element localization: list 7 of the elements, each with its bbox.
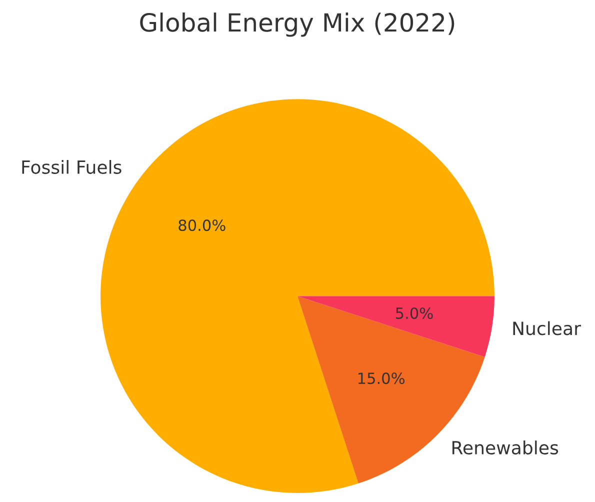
slice-label: Nuclear: [513, 321, 581, 336]
data-label: 80.0%: [178, 219, 226, 232]
slice-label: Renewables: [452, 440, 558, 455]
data-label: 15.0%: [358, 372, 404, 384]
chart-title: Global Energy Mix (2022): [140, 12, 454, 37]
data-label: 5.0%: [396, 307, 433, 320]
slice-label: Fossil Fuels: [22, 160, 122, 174]
